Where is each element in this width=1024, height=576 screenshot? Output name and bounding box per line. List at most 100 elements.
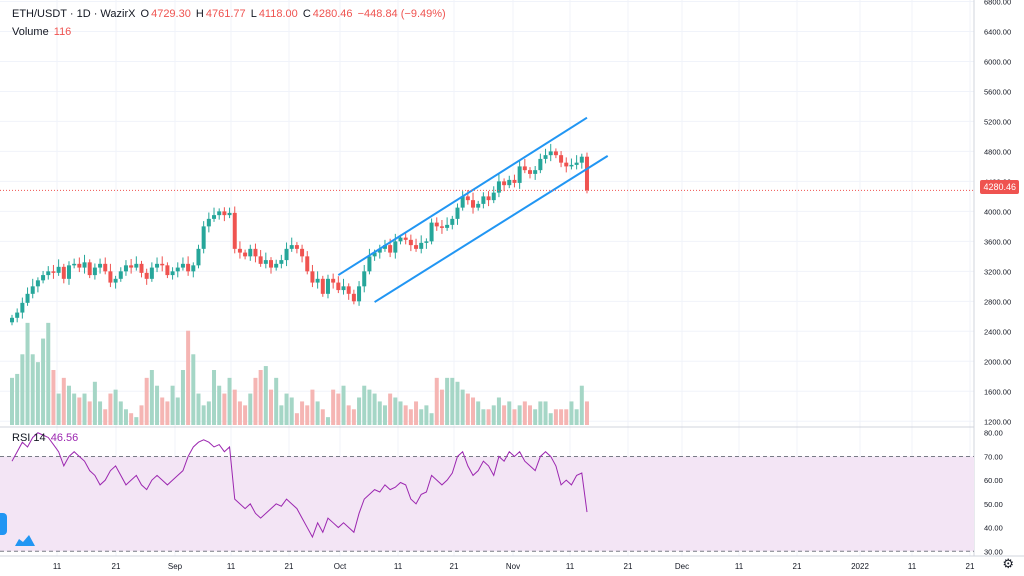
volume-bar [92,381,97,425]
volume-bar [289,397,294,425]
volume-bar [279,405,284,425]
pane-expand-handle[interactable] [0,513,7,535]
candle-body [77,263,82,268]
candle-body [465,196,470,201]
volume-bar [357,397,362,425]
candle-body [533,170,538,174]
candle-body [481,196,486,204]
volume-bar [61,377,66,425]
volume-bar [429,413,434,425]
candle-body [491,192,496,201]
time-tick-label: Oct [334,562,347,571]
candle-body [87,262,92,276]
volume-bar [476,401,481,425]
volume-bar [574,409,579,425]
candle-body [206,218,211,227]
time-tick-label: 21 [450,562,459,571]
volume-bar [310,389,315,425]
volume-bar [388,393,393,425]
rsi-value: 46.56 [50,432,79,444]
volume-bar [258,370,263,425]
volume-bar [72,393,77,425]
candle-body [310,271,315,283]
open-value: 4729.30 [151,8,191,20]
volume-bar [486,409,491,425]
rsi-tick-label: 50.00 [984,500,1003,509]
volume-bar [41,338,46,425]
candle-body [574,162,579,165]
volume-bar [180,370,185,425]
volume-bar [528,405,532,425]
volume-bar [471,397,476,425]
candle-body [429,222,434,242]
volume-bar [139,405,144,425]
price-tick-label: 1600.00 [984,387,1011,396]
rsi-tick-label: 70.00 [984,452,1003,461]
candle-body [258,256,263,264]
volume-bar [284,393,289,425]
volume-bar [300,401,305,425]
candle-body [393,241,398,253]
candle-body [408,239,413,246]
volume-bar [351,409,356,425]
volume-bar [336,393,341,425]
gear-icon[interactable]: ⚙ [1002,556,1014,571]
candle-body [331,278,336,283]
price-tick-label: 4800.00 [984,147,1011,156]
volume-bar [123,409,128,425]
volume-bar [450,377,455,425]
volume-bar [445,377,450,425]
volume-bar [305,405,310,425]
candle-body [522,166,527,171]
volume-bar [243,405,248,425]
volume-bar [496,397,501,425]
tradingview-logo-icon[interactable] [14,533,36,547]
candle-body [186,263,191,272]
candle-body [196,248,201,266]
candle-body [56,266,61,273]
time-tick-label: 21 [112,562,121,571]
candle-body [496,181,501,193]
volume-bar [82,393,87,425]
volume-bar [569,401,574,425]
volume-bar [346,405,351,425]
candle-body [15,312,20,318]
candle-body [424,241,429,243]
volume-bar [377,401,382,425]
candle-body [367,256,372,272]
volume-bar [439,389,444,425]
volume-bar [30,354,35,425]
volume-bar [455,381,460,425]
candle-body [35,280,40,287]
rsi-line [11,432,588,539]
candle-body [455,207,460,219]
rsi-tick-label: 80.00 [984,429,1003,438]
volume-bar [460,389,465,425]
volume-bar [144,377,149,425]
candle-body [243,252,248,257]
price-tick-label: 1200.00 [984,417,1011,426]
volume-bar [186,330,191,425]
low-label: L [250,8,257,20]
volume-bar [46,322,51,425]
candle-body [450,218,455,225]
time-tick-label: 11 [227,562,236,571]
volume-bar [206,401,211,425]
time-tick-label: 11 [394,562,403,571]
candle-body [180,263,185,268]
volume-bar [543,401,548,425]
rsi-tick-label: 40.00 [984,524,1003,533]
candle-body [584,156,589,191]
candle-body [98,263,103,268]
candle-body [25,293,30,303]
rsi-tick-label: 60.00 [984,476,1003,485]
candle-body [51,271,56,273]
candle-body [92,267,97,276]
candle-body [346,286,351,294]
price-tick-label: 2800.00 [984,297,1011,306]
time-tick-label: 21 [793,562,802,571]
volume-bar [66,385,71,425]
open-label: O [140,8,150,20]
candle-body [134,263,139,268]
